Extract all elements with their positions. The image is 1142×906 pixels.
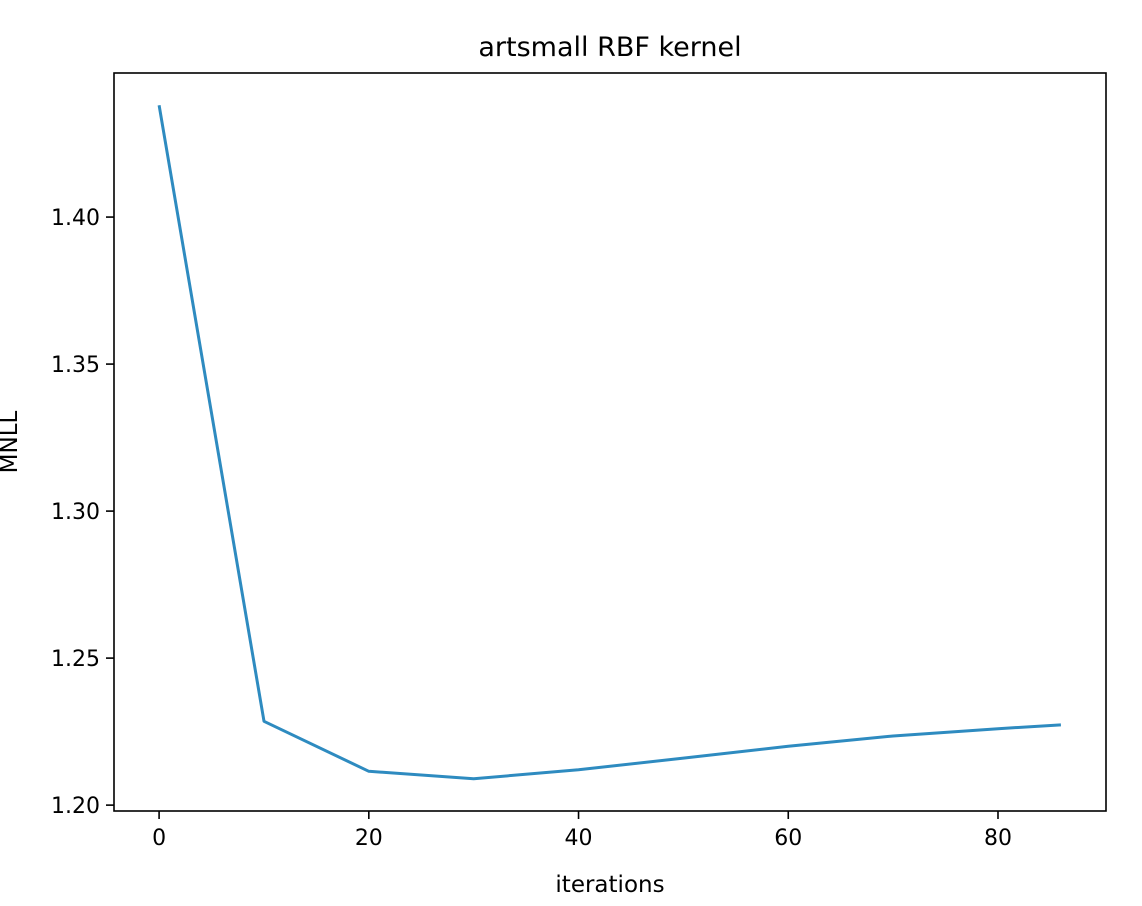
chart-title: artsmall RBF kernel: [478, 32, 741, 63]
y-axis: 1.20 1.25 1.30 1.35 1.40: [51, 206, 114, 819]
x-tick-label: 20: [355, 826, 383, 851]
y-tick-label: 1.20: [51, 794, 100, 819]
y-axis-label: MNLL: [0, 410, 23, 473]
x-tick-label: 0: [152, 826, 166, 851]
x-tick-label: 80: [984, 826, 1012, 851]
x-tick-label: 60: [774, 826, 802, 851]
y-tick-label: 1.25: [51, 647, 100, 672]
x-axis-label: iterations: [555, 872, 664, 898]
x-tick-label: 40: [565, 826, 593, 851]
plot-frame: [113, 72, 1107, 812]
y-tick-label: 1.30: [51, 500, 100, 525]
y-tick-label: 1.35: [51, 353, 100, 378]
y-tick-label: 1.40: [51, 206, 100, 231]
series-line-1: [157, 105, 1061, 781]
x-axis: 0 20 40 60 80: [152, 811, 1012, 851]
plot-area: [157, 105, 1061, 781]
